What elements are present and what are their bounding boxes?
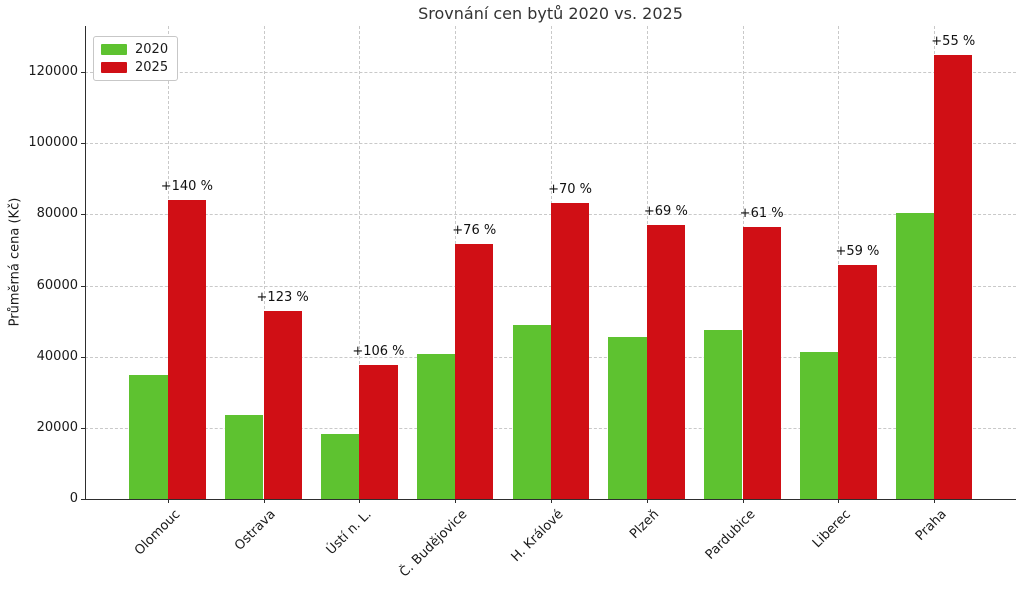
h-gridline — [85, 285, 1016, 287]
x-tick — [455, 499, 457, 503]
bar-2025-3 — [455, 243, 494, 499]
y-tick — [81, 427, 85, 429]
y-tick — [81, 499, 85, 500]
bar-2020-6 — [704, 330, 743, 499]
bar-2020-2 — [321, 433, 360, 499]
y-tick — [81, 285, 85, 287]
legend: 2020 2025 — [93, 36, 179, 81]
y-tick-label: 60000 — [36, 277, 78, 293]
v-gridline — [359, 26, 361, 499]
bar-2020-0 — [129, 374, 168, 499]
x-tick-label: Olomouc — [131, 507, 184, 559]
bar-2025-1 — [263, 310, 302, 499]
h-gridline — [85, 143, 1016, 145]
x-tick — [263, 499, 265, 503]
bar-2025-2 — [359, 364, 398, 499]
bar-2020-7 — [800, 351, 839, 499]
bar-2020-1 — [225, 414, 264, 499]
y-tick — [81, 143, 85, 145]
x-tick — [934, 499, 936, 503]
bar-2020-8 — [895, 212, 935, 499]
bar-2025-8 — [934, 55, 973, 499]
x-tick — [550, 499, 552, 503]
pct-annotation-8: +55 % — [931, 34, 976, 50]
pct-annotation-0: +140 % — [160, 179, 213, 195]
x-tick-label: Č. Budějovice — [397, 507, 471, 581]
x-tick — [646, 499, 648, 503]
legend-label-2025: 2025 — [135, 60, 169, 75]
y-tick-label: 20000 — [36, 419, 78, 435]
x-tick — [838, 499, 840, 503]
bar-2020-5 — [608, 336, 647, 499]
x-tick-label: Pardubice — [702, 507, 759, 563]
pct-annotation-2: +106 % — [352, 343, 405, 359]
legend-swatch-2025 — [101, 62, 127, 73]
pct-annotation-4: +70 % — [548, 181, 593, 197]
x-axis-spine — [85, 499, 1016, 500]
y-tick — [81, 356, 85, 358]
x-tick — [167, 499, 169, 503]
x-tick-label: Praha — [912, 507, 950, 544]
pct-annotation-3: +76 % — [452, 222, 497, 238]
v-gridline — [838, 26, 840, 499]
bar-2020-3 — [416, 353, 456, 499]
y-tick — [81, 214, 85, 216]
legend-item-2020: 2020 — [101, 43, 168, 56]
h-gridline — [85, 72, 1016, 74]
x-tick — [742, 499, 744, 503]
y-tick-label: 100000 — [28, 135, 78, 151]
y-tick-label: 0 — [69, 491, 78, 506]
y-tick-label: 120000 — [28, 64, 78, 80]
y-tick — [81, 72, 85, 74]
bar-2025-0 — [167, 200, 206, 499]
pct-annotation-7: +59 % — [835, 243, 880, 259]
y-axis-spine — [85, 26, 86, 500]
bar-2025-4 — [550, 202, 590, 499]
y-tick-label: 80000 — [36, 206, 78, 222]
x-tick-label: Plzeň — [627, 507, 663, 543]
pct-annotation-1: +123 % — [256, 289, 309, 305]
bar-2025-7 — [838, 264, 877, 499]
bar-2025-6 — [742, 226, 781, 499]
pct-annotation-6: +61 % — [739, 205, 784, 221]
x-tick — [359, 499, 361, 503]
chart-title: Srovnání cen bytů 2020 vs. 2025 — [418, 4, 683, 23]
x-tick-label: Liberec — [809, 507, 854, 552]
h-gridline — [85, 214, 1016, 216]
v-gridline — [263, 26, 265, 499]
y-tick-label: 40000 — [36, 348, 78, 364]
bar-2020-4 — [512, 324, 551, 499]
legend-label-2020: 2020 — [135, 42, 169, 57]
x-tick-label: H. Králové — [508, 507, 567, 565]
legend-item-2025: 2025 — [101, 61, 168, 74]
bar-2025-5 — [646, 224, 685, 499]
x-tick-label: Ostrava — [232, 507, 280, 554]
x-tick-label: Ústí n. L. — [323, 507, 375, 558]
legend-swatch-2020 — [101, 44, 127, 55]
pct-annotation-5: +69 % — [643, 203, 688, 219]
